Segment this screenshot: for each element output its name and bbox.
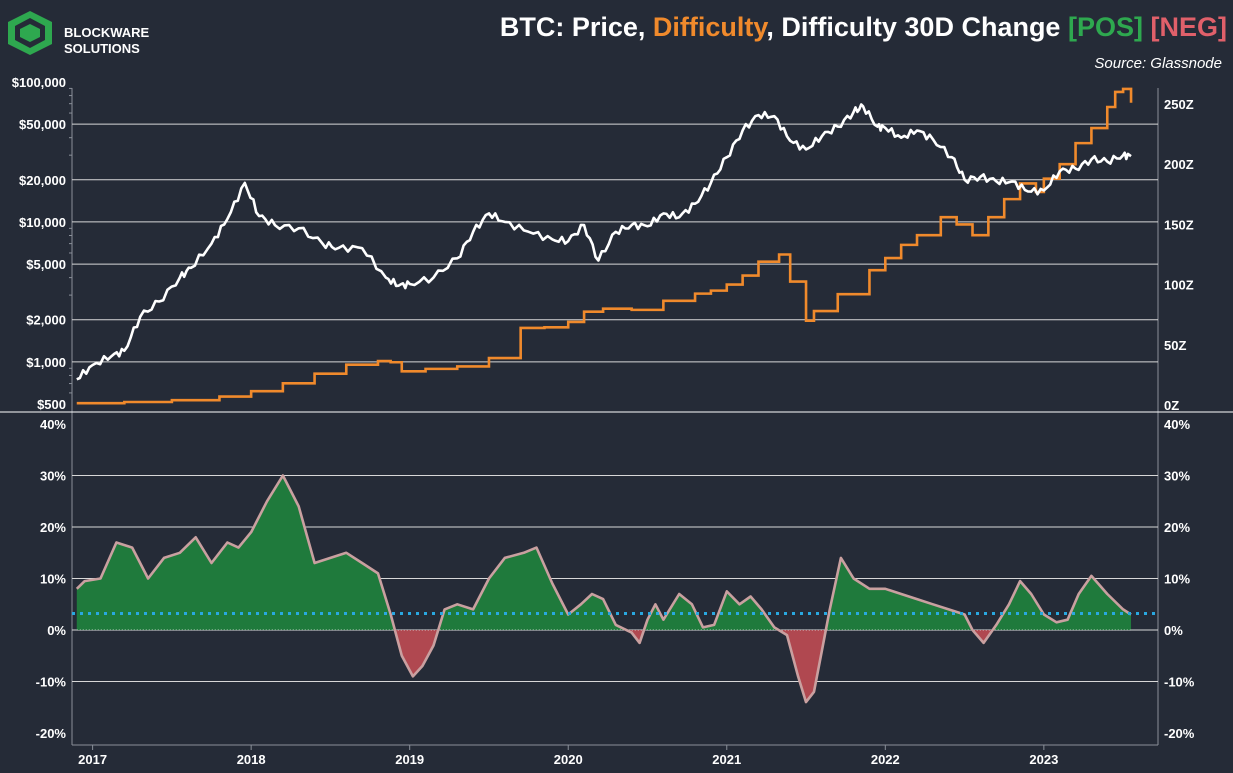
change-right-tick-label: 10% bbox=[1164, 572, 1190, 587]
change-right-tick-label: 20% bbox=[1164, 520, 1190, 535]
change-outline bbox=[75, 474, 1132, 704]
year-tick-label: 2020 bbox=[554, 752, 583, 767]
change-left-tick-label: 40% bbox=[40, 417, 66, 432]
positive-area bbox=[76, 475, 1132, 630]
price-tick-label: $1,000 bbox=[26, 355, 66, 370]
price-tick-label: $2,000 bbox=[26, 313, 66, 328]
change-right-tick-label: 30% bbox=[1164, 469, 1190, 484]
difficulty-tick-label: 50Z bbox=[1164, 338, 1186, 353]
change-left-tick-label: 10% bbox=[40, 572, 66, 587]
logo-core-icon bbox=[20, 24, 40, 42]
price-tick-label: $100,000 bbox=[12, 75, 66, 90]
change-area-series bbox=[72, 474, 1158, 704]
price-axis-ticks: $100,000 $50,000 $20,000 $10,000 $5,000 $2,00… bbox=[12, 75, 66, 412]
title-neg-tag: [NEG] bbox=[1151, 12, 1228, 42]
difficulty-tick-label: 100Z bbox=[1164, 278, 1194, 293]
difficulty-tick-label: 150Z bbox=[1164, 217, 1194, 232]
price-tick-label: $500 bbox=[37, 397, 66, 412]
price-tick-label: $5,000 bbox=[26, 257, 66, 272]
source-note: Source: Glassnode bbox=[1094, 55, 1222, 72]
change-left-ticks: 40% 30% 20% 10% 0% -10% -20% bbox=[36, 417, 67, 741]
price-tick-label: $10,000 bbox=[19, 215, 66, 230]
year-axis-ticks: 2017 2018 2019 2020 2021 2022 2023 bbox=[78, 745, 1058, 767]
year-tick-label: 2018 bbox=[237, 752, 266, 767]
change-right-ticks: 40% 30% 20% 10% 0% -10% -20% bbox=[1164, 417, 1195, 741]
year-tick-label: 2021 bbox=[712, 752, 741, 767]
difficulty-tick-label: 250Z bbox=[1164, 97, 1194, 112]
year-tick-label: 2023 bbox=[1029, 752, 1058, 767]
year-tick-label: 2017 bbox=[78, 752, 107, 767]
price-minor-ticks bbox=[69, 87, 72, 394]
change-left-tick-label: -20% bbox=[36, 726, 67, 741]
price-difficulty-series bbox=[76, 87, 1133, 405]
price-tick-label: $50,000 bbox=[19, 117, 66, 132]
change-right-tick-label: 0% bbox=[1164, 623, 1183, 638]
change-left-tick-label: 20% bbox=[40, 520, 66, 535]
price-tick-label: $20,000 bbox=[19, 173, 66, 188]
title-part-price: BTC: Price, bbox=[500, 12, 653, 42]
difficulty-tick-label: 0Z bbox=[1164, 398, 1179, 413]
title-space bbox=[1143, 12, 1151, 42]
title-pos-tag: [POS] bbox=[1068, 12, 1143, 42]
difficulty-axis-ticks: 250Z 200Z 150Z 100Z 50Z 0Z bbox=[1164, 97, 1194, 413]
change-right-tick-label: -20% bbox=[1164, 726, 1195, 741]
chart-title: BTC: Price, Difficulty, Difficulty 30D C… bbox=[500, 12, 1227, 42]
difficulty-tick-label: 200Z bbox=[1164, 157, 1194, 172]
difficulty-line bbox=[76, 87, 1133, 405]
brand-name-line1: BLOCKWARE bbox=[64, 25, 150, 40]
year-tick-label: 2022 bbox=[871, 752, 900, 767]
change-right-tick-label: 40% bbox=[1164, 417, 1190, 432]
price-grid bbox=[72, 123, 1158, 363]
title-part-change: , Difficulty 30D Change bbox=[766, 12, 1068, 42]
change-left-tick-label: -10% bbox=[36, 675, 67, 690]
year-tick-label: 2019 bbox=[395, 752, 424, 767]
change-left-tick-label: 0% bbox=[47, 623, 66, 638]
brand-name-line2: SOLUTIONS bbox=[64, 41, 140, 56]
blockware-logo: BLOCKWARE SOLUTIONS bbox=[8, 11, 150, 56]
change-left-tick-label: 30% bbox=[40, 469, 66, 484]
change-right-tick-label: -10% bbox=[1164, 675, 1195, 690]
title-part-difficulty: Difficulty bbox=[653, 12, 768, 42]
price-line bbox=[76, 103, 1132, 381]
